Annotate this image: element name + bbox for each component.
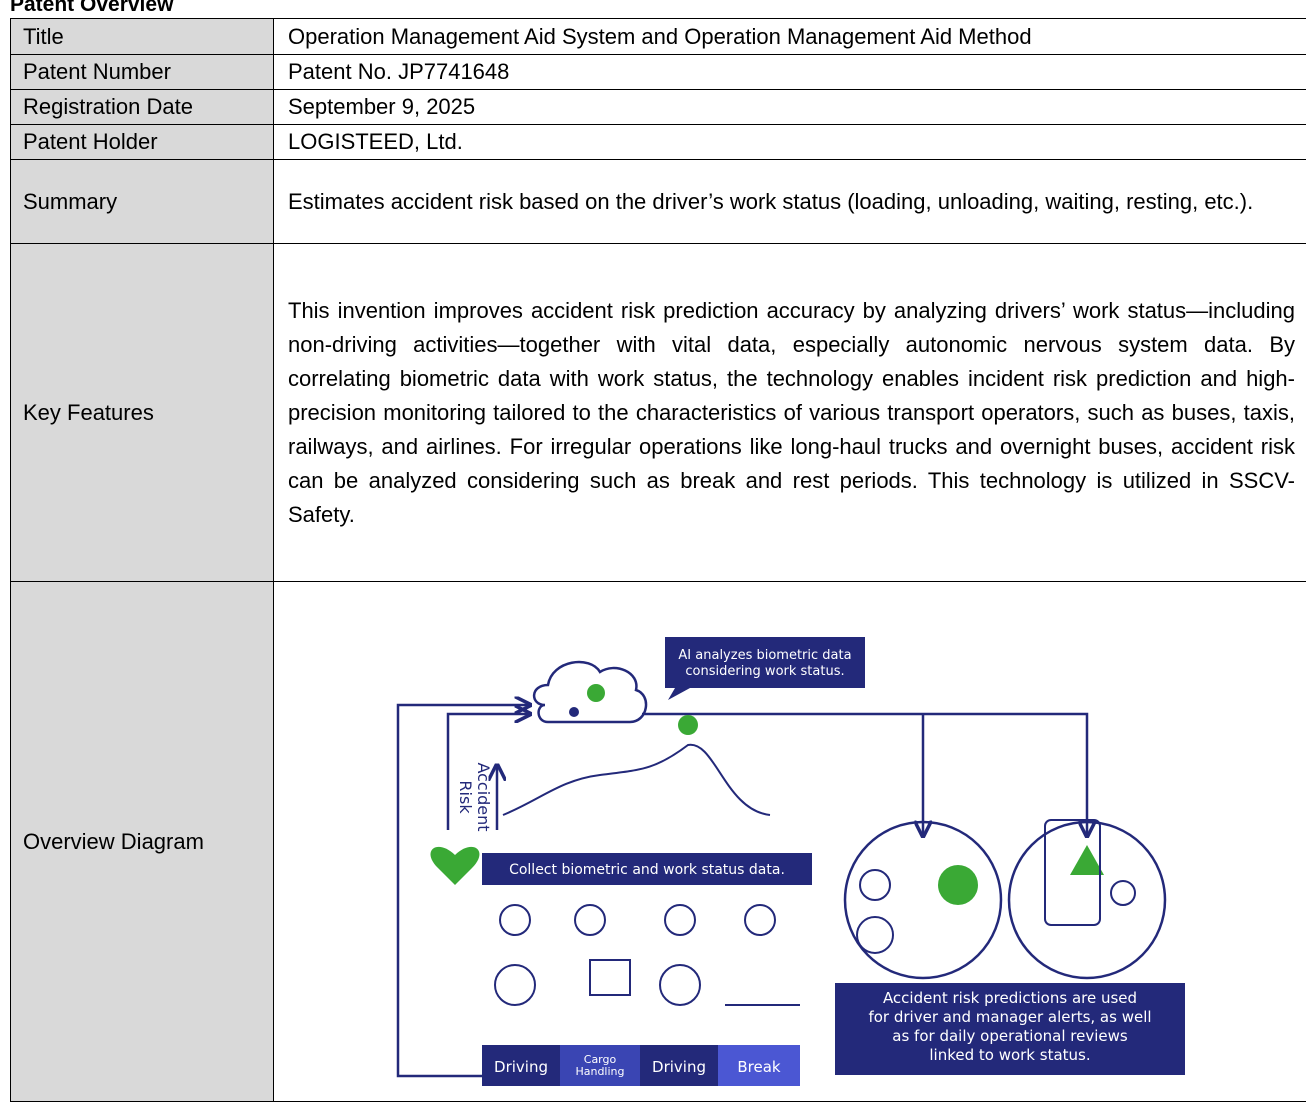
phase-label: Handling	[575, 1065, 624, 1078]
phase-label: Driving	[494, 1058, 548, 1076]
figures	[495, 820, 1135, 1005]
result-text: for driver and manager alerts, as well	[868, 1008, 1151, 1026]
result-text: as for daily operational reviews	[892, 1027, 1128, 1045]
axis-label: Accident	[474, 762, 493, 831]
collect-text: Collect biometric and work status data.	[509, 862, 785, 878]
bubble-text: considering work status.	[685, 664, 844, 679]
phase-label: Driving	[652, 1058, 706, 1076]
phase-label: Break	[737, 1058, 781, 1076]
result-text: linked to work status.	[929, 1046, 1090, 1064]
axis-label: Risk	[456, 780, 475, 814]
bubble-text: AI analyzes biometric data	[678, 648, 851, 663]
result-text: Accident risk predictions are used	[883, 989, 1137, 1007]
